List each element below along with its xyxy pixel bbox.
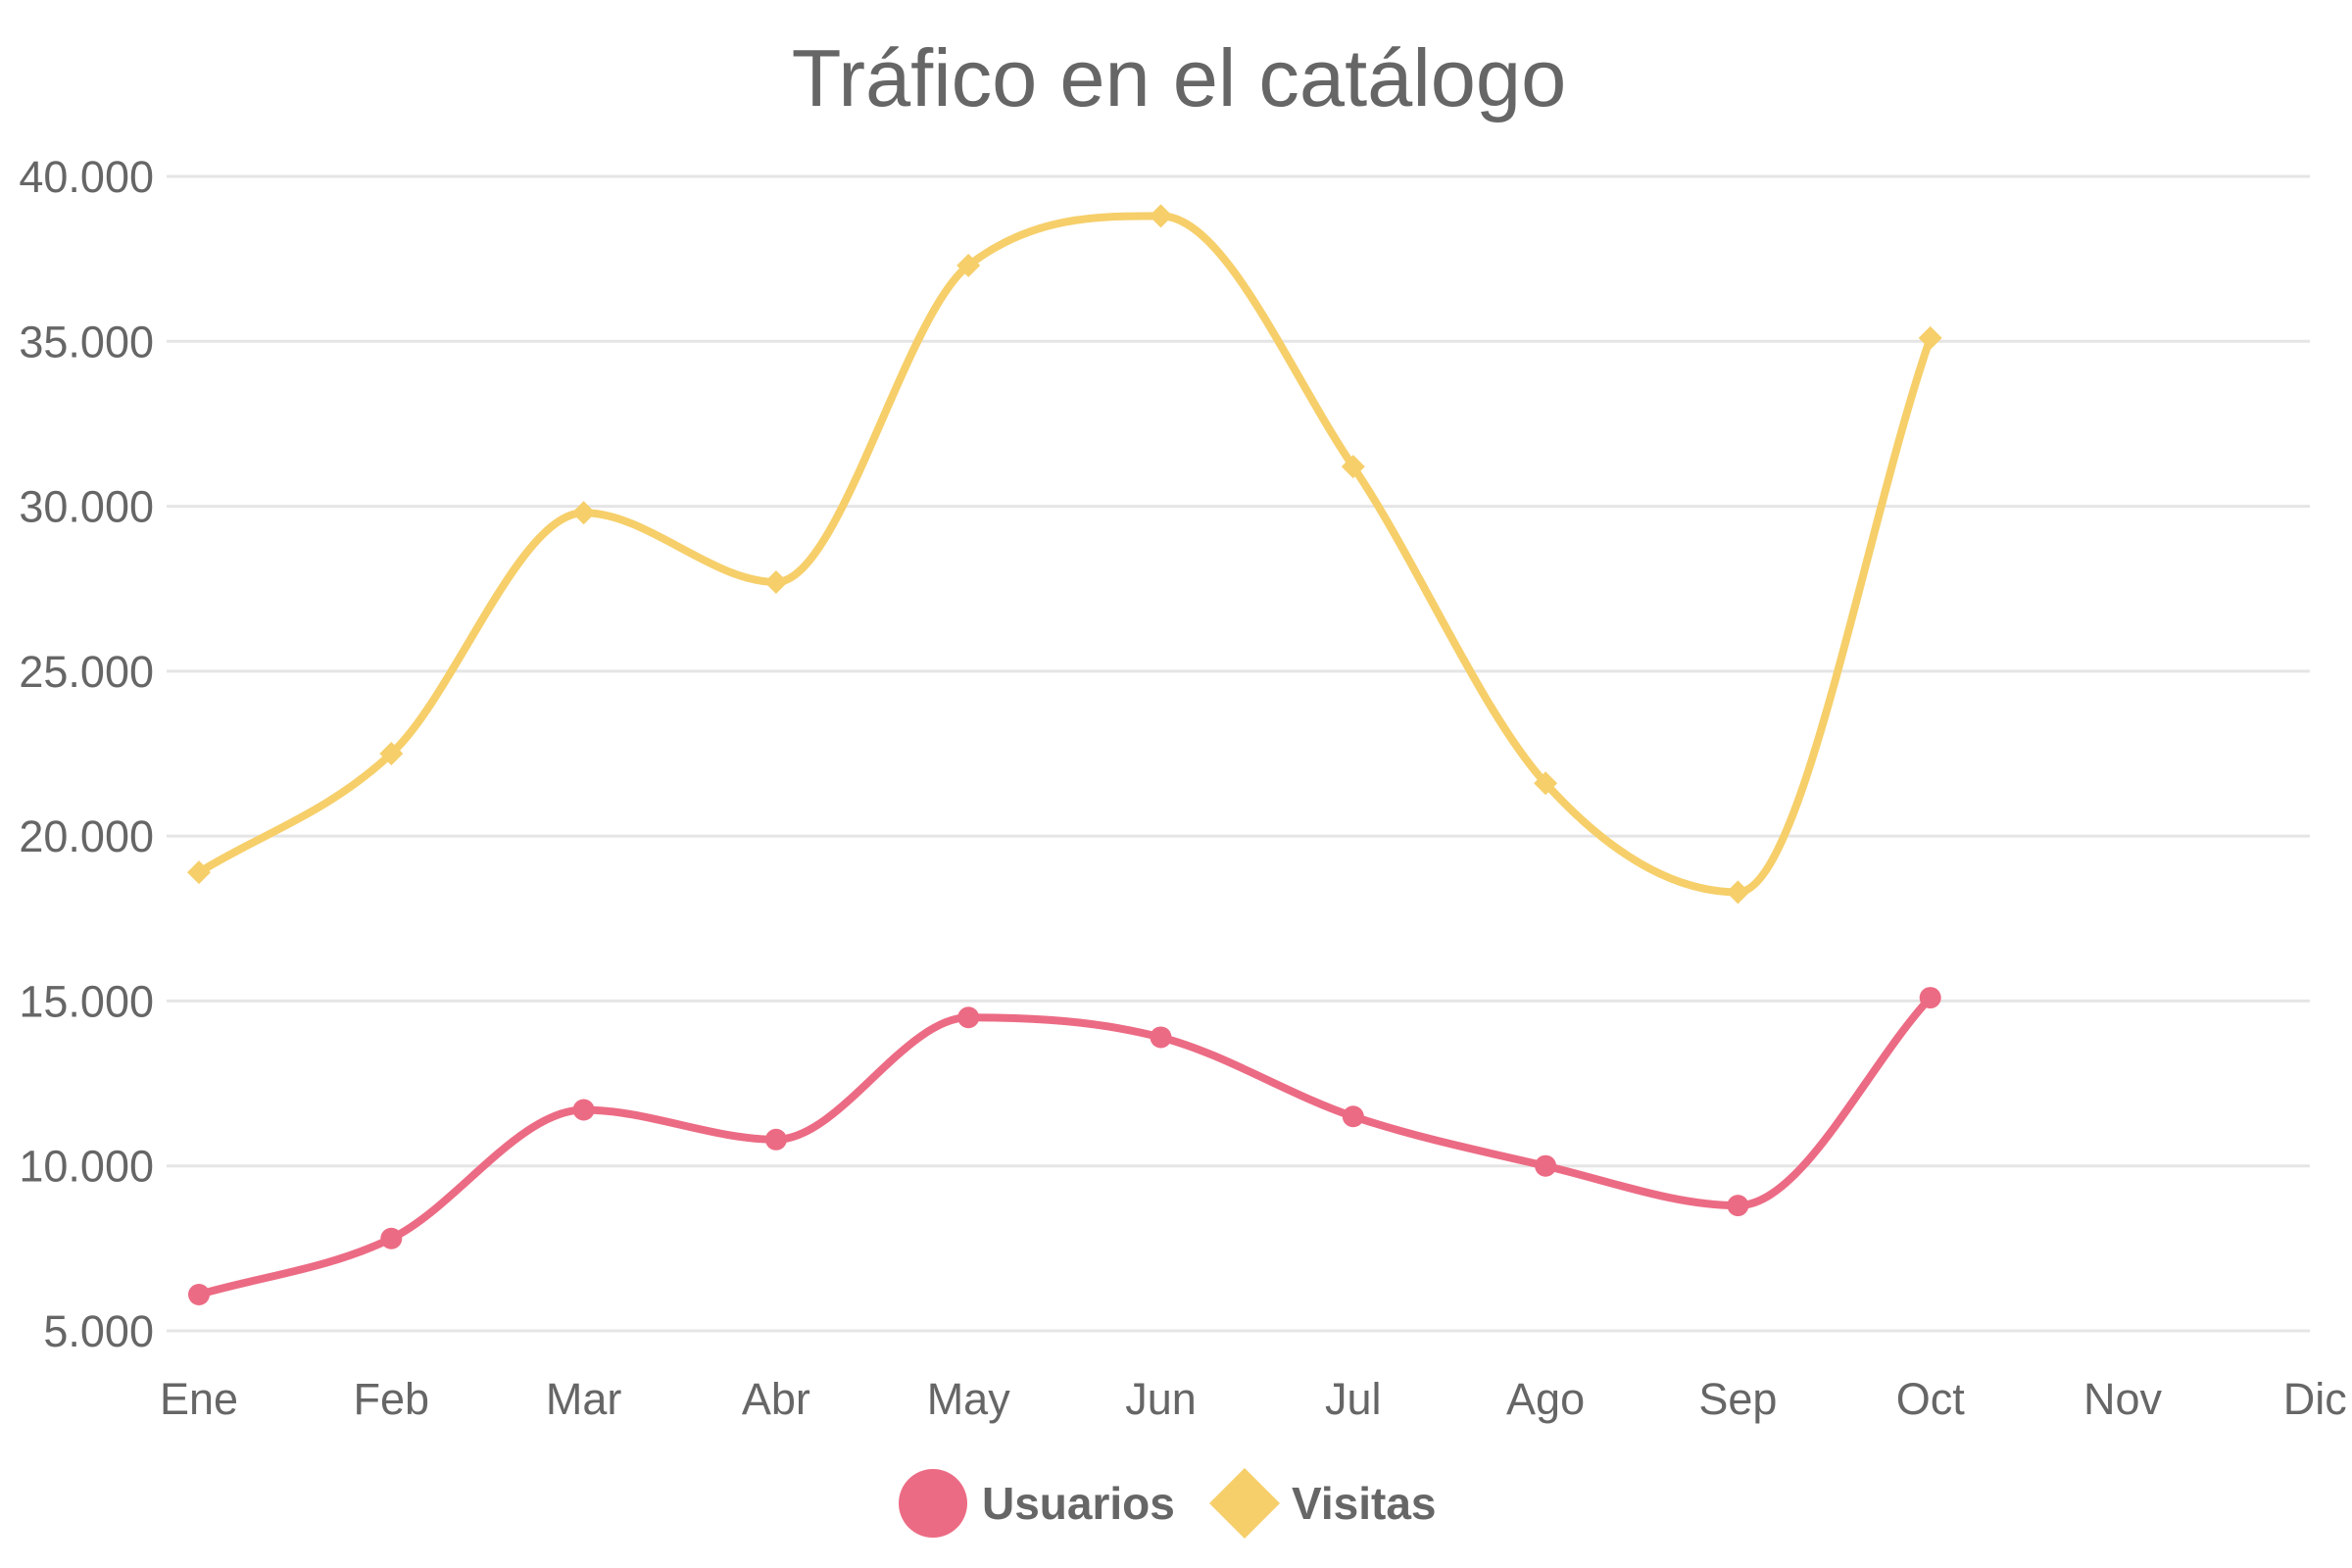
y-tick-label: 30.000 xyxy=(19,482,154,532)
data-point-visitas[interactable] xyxy=(763,569,788,594)
data-point-usuarios[interactable] xyxy=(572,1099,595,1121)
series-lines xyxy=(187,204,1942,1305)
x-tick-label: Jun xyxy=(1125,1374,1197,1424)
data-point-visitas[interactable] xyxy=(1726,880,1750,905)
x-tick-label: Oct xyxy=(1896,1374,1966,1424)
x-tick-label: Ago xyxy=(1506,1374,1585,1424)
legend-label: Visitas xyxy=(1292,1478,1436,1529)
data-point-usuarios[interactable] xyxy=(957,1006,980,1029)
x-tick-label: Sep xyxy=(1698,1374,1777,1424)
legend-label: Usuarios xyxy=(982,1478,1175,1529)
y-tick-label: 5.000 xyxy=(43,1306,154,1356)
data-point-visitas[interactable] xyxy=(187,860,211,885)
y-tick-label: 15.000 xyxy=(19,976,154,1026)
series-line-usuarios xyxy=(195,994,1935,1298)
y-tick-label: 10.000 xyxy=(19,1142,154,1192)
x-tick-label: Mar xyxy=(546,1374,622,1424)
data-point-usuarios[interactable] xyxy=(1727,1195,1749,1217)
data-point-usuarios[interactable] xyxy=(764,1128,787,1151)
legend-item-visitas[interactable]: Visitas xyxy=(1209,1468,1436,1539)
legend: Usuarios Visitas xyxy=(899,1468,1436,1539)
chart-title: Tráfico en el catálogo xyxy=(792,32,1567,123)
legend-circle-icon xyxy=(899,1469,967,1538)
x-axis: Ene Feb Mar Abr May Jun Jul Ago Sep Oct Nov Dic xyxy=(160,1374,2347,1424)
data-point-visitas[interactable] xyxy=(956,253,981,277)
data-point-usuarios[interactable] xyxy=(1535,1154,1557,1177)
data-point-visitas[interactable] xyxy=(1149,204,1173,228)
data-point-visitas[interactable] xyxy=(1918,325,1942,350)
x-tick-label: Jul xyxy=(1325,1374,1382,1424)
y-tick-label: 35.000 xyxy=(19,317,154,367)
x-tick-label: Dic xyxy=(2283,1374,2347,1424)
x-tick-label: May xyxy=(927,1374,1011,1424)
data-point-usuarios[interactable] xyxy=(188,1283,210,1305)
y-axis: 5.000 10.000 15.000 20.000 25.000 30.000 35.00… xyxy=(19,152,154,1356)
data-point-visitas[interactable] xyxy=(379,742,404,765)
data-point-usuarios[interactable] xyxy=(1919,987,1941,1009)
data-point-visitas[interactable] xyxy=(1534,771,1558,796)
series-usuarios xyxy=(188,987,1941,1305)
y-tick-label: 25.000 xyxy=(19,647,154,697)
x-tick-label: Ene xyxy=(160,1374,238,1424)
data-point-usuarios[interactable] xyxy=(1342,1105,1364,1128)
gridlines xyxy=(167,174,2310,1333)
legend-diamond-icon xyxy=(1209,1468,1280,1539)
data-point-visitas[interactable] xyxy=(571,501,596,525)
series-line-visitas xyxy=(195,212,1935,897)
y-tick-label: 40.000 xyxy=(19,152,154,202)
data-point-visitas[interactable] xyxy=(1341,455,1365,479)
data-point-usuarios[interactable] xyxy=(1150,1026,1172,1049)
x-tick-label: Abr xyxy=(742,1374,810,1424)
legend-item-usuarios[interactable]: Usuarios xyxy=(899,1469,1175,1538)
series-visitas xyxy=(187,204,1942,905)
x-tick-label: Nov xyxy=(2083,1374,2163,1424)
y-tick-label: 20.000 xyxy=(19,811,154,861)
data-point-usuarios[interactable] xyxy=(380,1227,403,1250)
x-tick-label: Feb xyxy=(354,1374,430,1424)
